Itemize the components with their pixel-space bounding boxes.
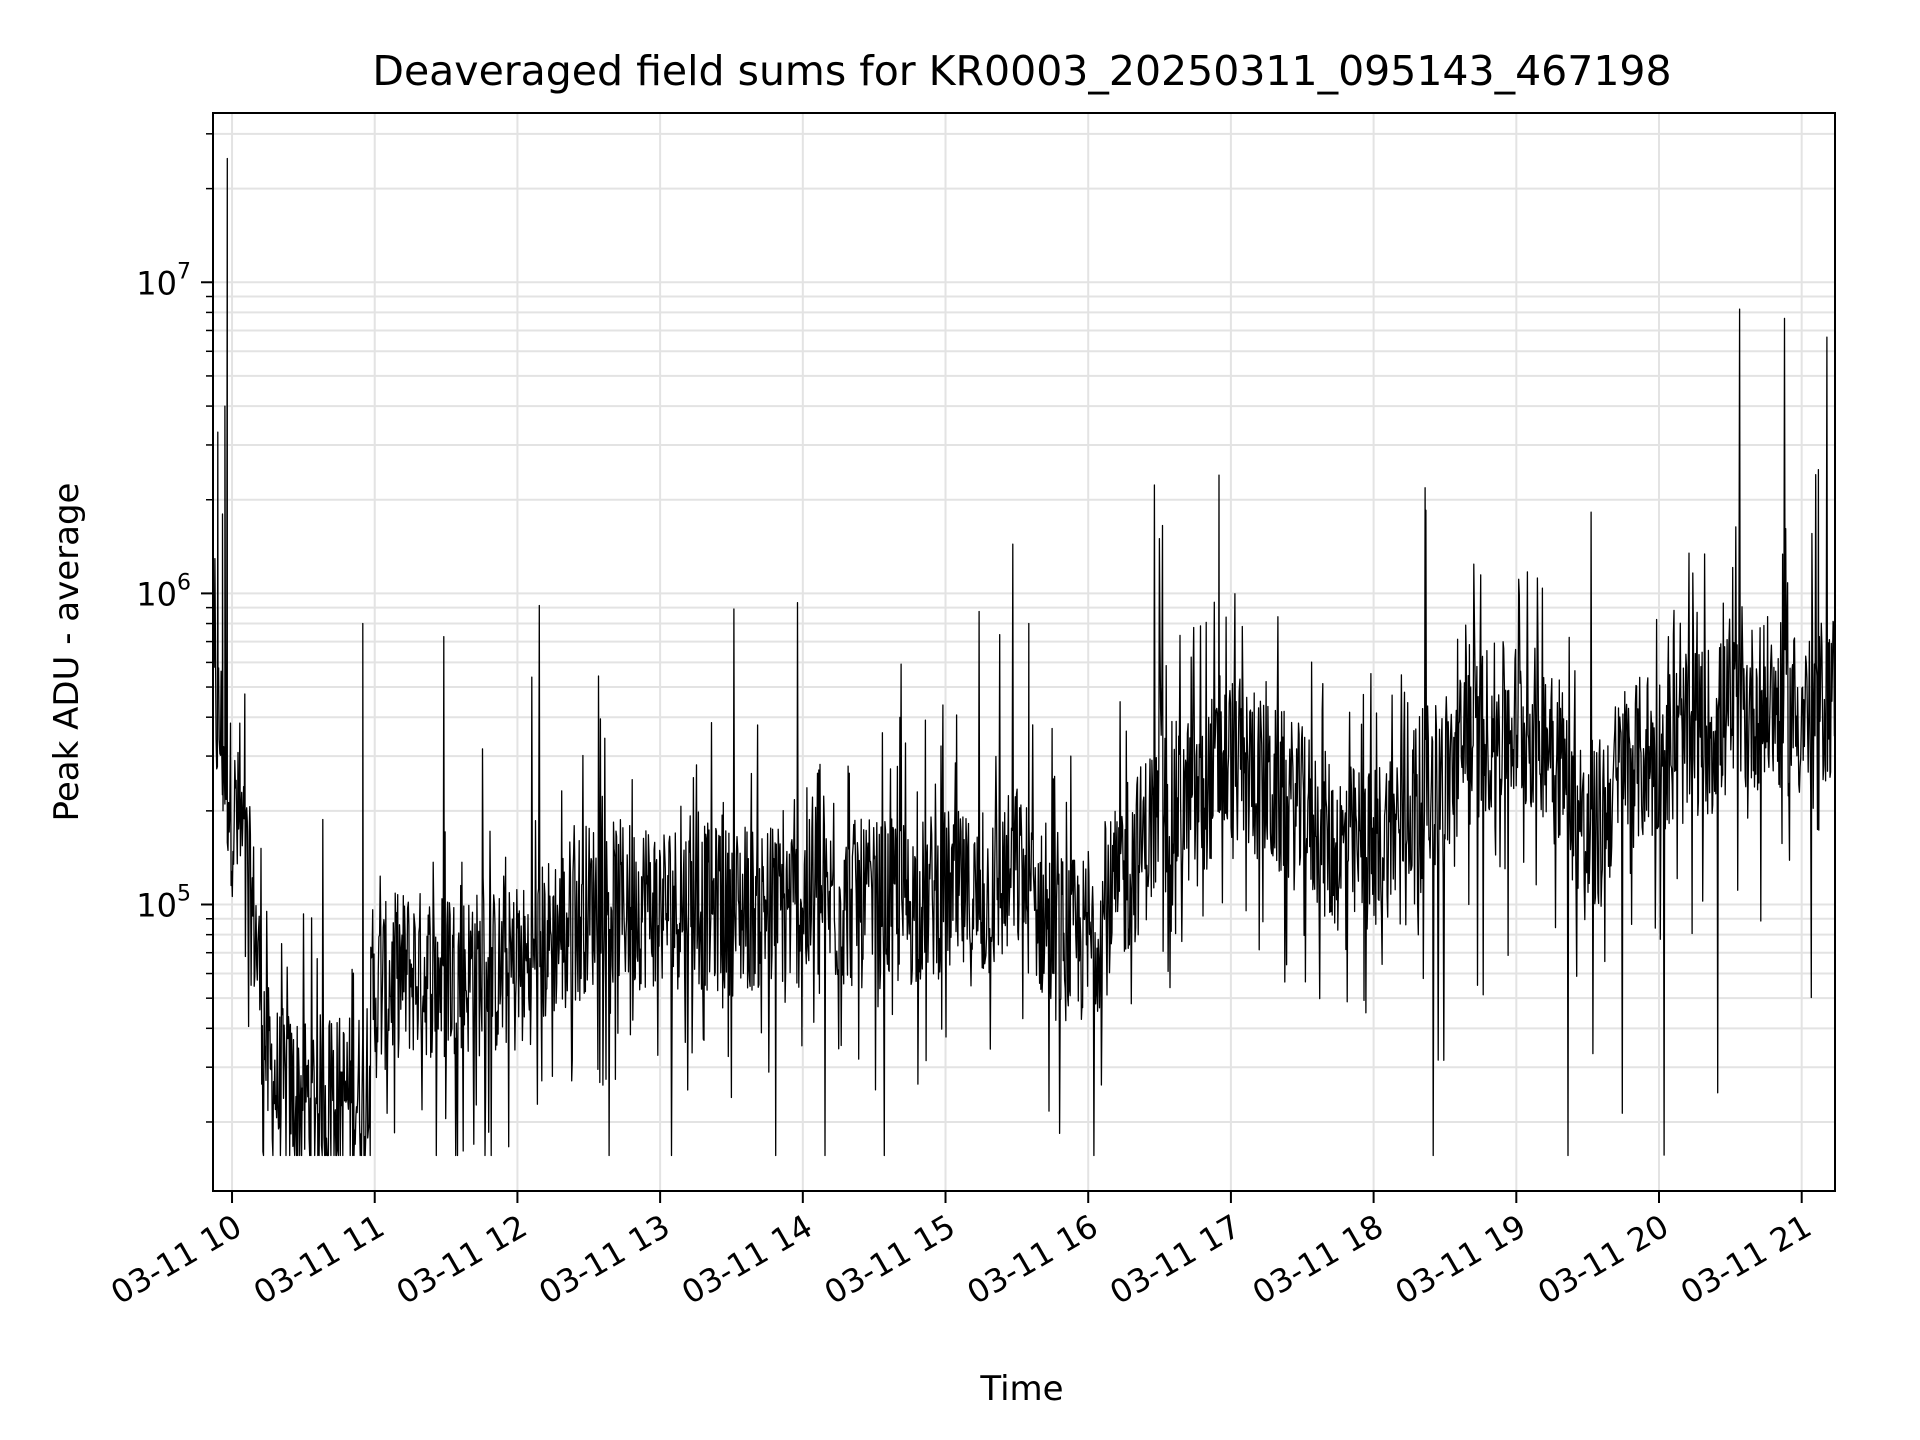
y-tick-label-1: 106 <box>136 570 191 613</box>
x-axis-label: Time <box>979 1369 1063 1409</box>
x-tick-label-4: 03-11 14 <box>675 1207 819 1312</box>
x-tick-label-3: 03-11 13 <box>533 1207 677 1312</box>
chart-title: Deaveraged field sums for KR0003_2025031… <box>372 47 1671 95</box>
y-axis-label: Peak ADU - average <box>47 483 87 822</box>
x-tick-label-0: 03-11 10 <box>104 1207 248 1312</box>
series-line <box>212 157 1836 1157</box>
plot-frame <box>212 112 1836 1192</box>
y-axis: 105 106 107 <box>136 133 213 1123</box>
x-tick-label-8: 03-11 18 <box>1246 1207 1390 1312</box>
series-path <box>212 157 1836 1157</box>
x-axis: 03-11 10 03-11 11 03-11 12 03-11 13 03-11 14… <box>104 1191 1818 1312</box>
x-tick-label-9: 03-11 19 <box>1389 1207 1533 1312</box>
y-tick-label-2: 107 <box>136 259 191 302</box>
x-tick-label-6: 03-11 16 <box>961 1207 1105 1312</box>
y-tick-label-0: 105 <box>136 882 191 925</box>
x-tick-label-1: 03-11 11 <box>247 1207 391 1312</box>
x-tick-label-5: 03-11 15 <box>818 1207 962 1312</box>
x-tick-label-7: 03-11 17 <box>1103 1207 1247 1312</box>
x-tick-label-10: 03-11 20 <box>1531 1207 1675 1312</box>
x-tick-label-2: 03-11 12 <box>390 1207 534 1312</box>
x-tick-label-11: 03-11 21 <box>1674 1207 1818 1312</box>
